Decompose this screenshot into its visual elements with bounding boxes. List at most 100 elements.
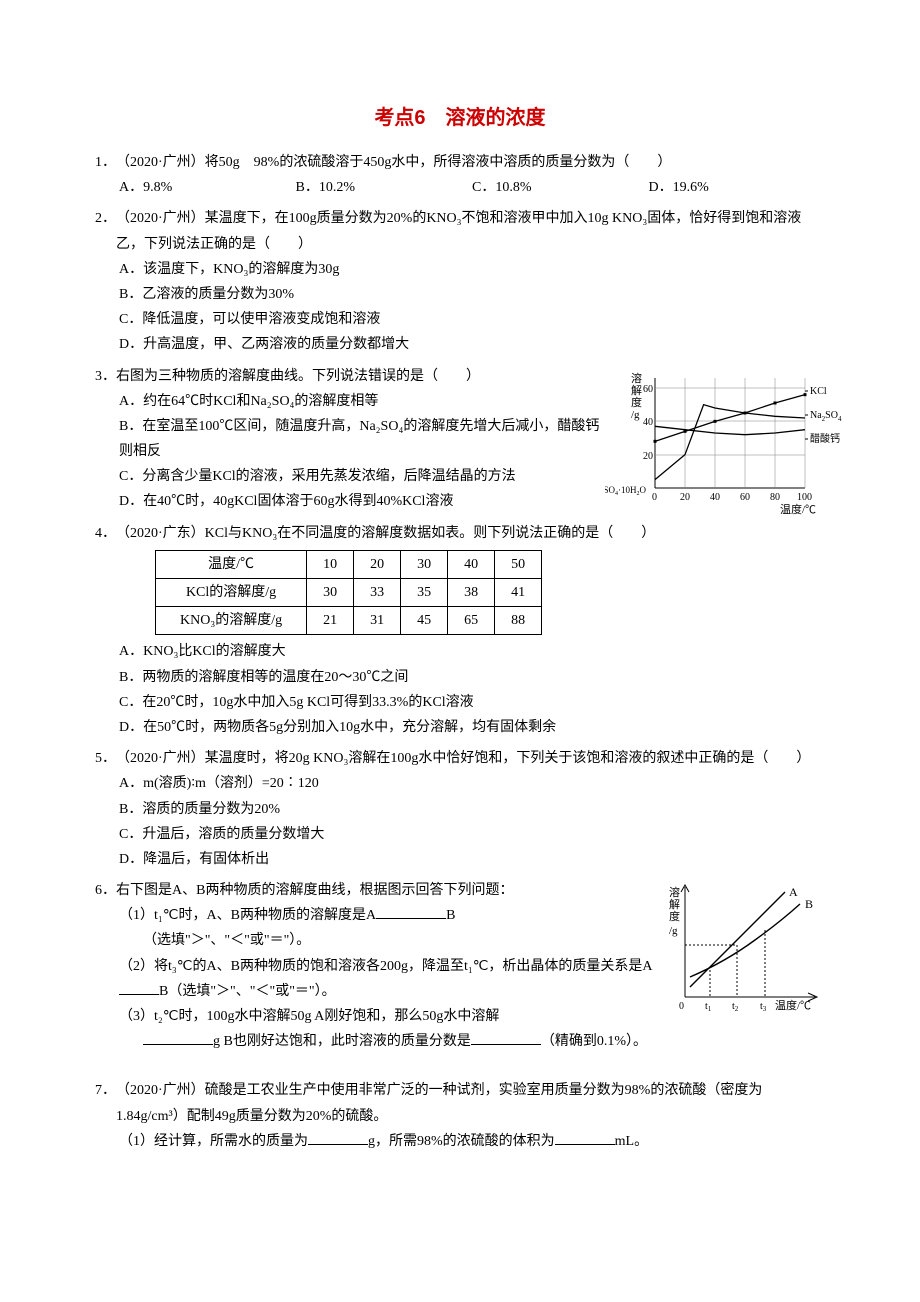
q5-text: （2020·广州）某温度时，将20g KNO₃溶解在100g水中恰好饱和，下列关… xyxy=(116,746,825,771)
table-cell: 40 xyxy=(448,550,495,578)
table-cell: 33 xyxy=(354,579,401,607)
q1-num: 1． xyxy=(95,150,116,175)
q6-num: 6． xyxy=(95,878,116,903)
q6-s1b: B xyxy=(446,908,455,923)
table-cell: KCl的溶解度/g xyxy=(156,579,307,607)
table-cell: 41 xyxy=(495,579,542,607)
q3-opt-a: A．约在64℃时KCl和Na₂SO₄的溶解度相等 xyxy=(95,389,605,414)
q3-solubility-chart: 溶 解 度 /g 60 40 20 0 20 40 60 80 100 温度/℃… xyxy=(605,368,845,518)
q6-curve-a xyxy=(690,892,785,987)
q6-s1a: （1）t₁℃时，A、B两种物质的溶解度是A xyxy=(119,908,376,923)
table-cell: 35 xyxy=(401,579,448,607)
table-cell: 88 xyxy=(495,607,542,635)
q3-ytick-60: 60 xyxy=(643,384,653,395)
q7-text: （2020·广州）硫酸是工农业生产中使用非常广泛的一种试剂，实验室用质量分数为9… xyxy=(116,1078,825,1128)
q3-label-kcl: KCl xyxy=(810,386,827,397)
q6-t1: t1 xyxy=(705,1001,712,1013)
q4-opt-c: C．在20℃时，10g水中加入5g KCl可得到33.3%的KCl溶液 xyxy=(95,690,825,715)
q5-opt-a: A．m(溶质)∶m（溶剂）=20∶120 xyxy=(95,771,825,796)
q6-sub3b: g B也刚好达饱和，此时溶液的质量分数是 （精确到0.1%）。 xyxy=(95,1029,825,1054)
q2-opt-b: B．乙溶液的质量分数为30% xyxy=(95,282,825,307)
q6-zero: 0 xyxy=(679,1001,684,1012)
q6-label-a: A xyxy=(789,885,798,899)
q6-t2: t2 xyxy=(732,1001,739,1013)
question-7: 7． （2020·广州）硫酸是工农业生产中使用非常广泛的一种试剂，实验室用质量分… xyxy=(95,1078,825,1154)
q7-s1a: （1）经计算，所需水的质量为 xyxy=(119,1134,308,1149)
question-3: 溶 解 度 /g 60 40 20 0 20 40 60 80 100 温度/℃… xyxy=(95,364,825,515)
q3-xtick-100: 100 xyxy=(797,492,812,503)
table-cell: 21 xyxy=(307,607,354,635)
q6-s2a: （2）将t₃℃的A、B两种物质的饱和溶液各200g，降温至t₁℃，析出晶体的质量… xyxy=(119,959,653,974)
table-cell: 65 xyxy=(448,607,495,635)
q6-s3c: （精确到0.1%）。 xyxy=(541,1034,647,1049)
q4-opt-d: D．在50℃时，两物质各5g分别加入10g水中，充分溶解，均有固体剩余 xyxy=(95,715,825,740)
q6-s3a: （3）t₂℃时，100g水中溶解50g A刚好饱和，那么50g水中溶解 xyxy=(119,1009,499,1024)
q3-xtick-40: 40 xyxy=(710,492,720,503)
blank xyxy=(471,1031,541,1045)
q7-s1c: mL。 xyxy=(615,1134,648,1149)
q1-opt-a: A．9.8% xyxy=(119,175,296,200)
q6-label-b: B xyxy=(805,897,813,911)
q7-s1b: g，所需98%的浓硫酸的体积为 xyxy=(368,1134,555,1149)
q3-ytick-20: 20 xyxy=(643,451,653,462)
question-6: 溶 解 度 /g A B 0 t1 t2 t3 温度/℃ 6． 右下图是A、B两… xyxy=(95,878,825,1054)
q2-num: 2． xyxy=(95,206,116,256)
table-row: KCl的溶解度/g 30 33 35 38 41 xyxy=(156,579,542,607)
question-2: 2． （2020·广州）某温度下，在100g质量分数为20%的KNO₃不饱和溶液… xyxy=(95,206,825,357)
q6-curve-b xyxy=(690,904,800,977)
q3-label-na2so4: Na2SO4 xyxy=(810,410,842,423)
question-5: 5． （2020·广州）某温度时，将20g KNO₃溶解在100g水中恰好饱和，… xyxy=(95,746,825,872)
table-row: KNO₃的溶解度/g 21 31 45 65 88 xyxy=(156,607,542,635)
q6-ylabel-1: 溶 xyxy=(669,885,680,899)
q3-xtick-20: 20 xyxy=(680,492,690,503)
q2-opt-a: A．该温度下，KNO₃的溶解度为30g xyxy=(95,257,825,282)
q2-opt-d: D．升高温度，甲、乙两溶液的质量分数都增大 xyxy=(95,332,825,357)
table-cell: 10 xyxy=(307,550,354,578)
q6-t3: t3 xyxy=(760,1001,767,1013)
table-cell: 31 xyxy=(354,607,401,635)
q1-opt-b: B．10.2% xyxy=(296,175,473,200)
q6-sub3: （3）t₂℃时，100g水中溶解50g A刚好饱和，那么50g水中溶解 xyxy=(95,1004,665,1029)
q6-xlabel: 温度/℃ xyxy=(775,998,811,1012)
q5-num: 5． xyxy=(95,746,116,771)
q1-text: （2020·广州）将50g 98%的浓硫酸溶于450g水中，所得溶液中溶质的质量… xyxy=(116,150,825,175)
table-cell: KNO₃的溶解度/g xyxy=(156,607,307,635)
table-cell: 50 xyxy=(495,550,542,578)
q6-ylabel-2: 解 xyxy=(669,897,680,911)
q7-sub1: （1）经计算，所需水的质量为 g，所需98%的浓硫酸的体积为 mL。 xyxy=(95,1129,825,1154)
q1-opt-d: D．19.6% xyxy=(649,175,826,200)
q4-opt-a: A．KNO₃比KCl的溶解度大 xyxy=(95,639,825,664)
q3-opt-b: B．在室温至100℃区间，随温度升高，Na₂SO₄的溶解度先增大后减小，醋酸钙则… xyxy=(95,414,605,464)
q3-ylabel-2: 解 xyxy=(631,383,642,397)
q1-opt-c: C．10.8% xyxy=(472,175,649,200)
q2-opt-c: C．降低温度，可以使甲溶液变成饱和溶液 xyxy=(95,307,825,332)
q3-bottom-label: Na2SO4·10H2O xyxy=(605,485,647,497)
q3-xtick-0: 0 xyxy=(652,492,657,503)
q3-ylabel-4: /g xyxy=(631,409,640,421)
table-cell: 45 xyxy=(401,607,448,635)
page-title: 考点6 溶液的浓度 xyxy=(95,100,825,136)
question-4: 4． （2020·广东）KCl与KNO₃在不同温度的溶解度数据如表。则下列说法正… xyxy=(95,521,825,741)
q6-solubility-chart: 溶 解 度 /g A B 0 t1 t2 t3 温度/℃ xyxy=(665,882,825,1022)
q3-ytick-40: 40 xyxy=(643,417,653,428)
q3-xlabel: 温度/℃ xyxy=(780,502,816,516)
table-cell: 30 xyxy=(401,550,448,578)
q4-text: （2020·广东）KCl与KNO₃在不同温度的溶解度数据如表。则下列说法正确的是… xyxy=(116,521,825,546)
table-cell: 温度/℃ xyxy=(156,550,307,578)
q2-text: （2020·广州）某温度下，在100g质量分数为20%的KNO₃不饱和溶液甲中加… xyxy=(116,206,825,256)
q6-s3b: g B也刚好达饱和，此时溶液的质量分数是 xyxy=(213,1034,471,1049)
table-cell: 20 xyxy=(354,550,401,578)
q5-opt-b: B．溶质的质量分数为20% xyxy=(95,797,825,822)
q3-ylabel-3: 度 xyxy=(631,395,642,409)
q5-opt-d: D．降温后，有固体析出 xyxy=(95,847,825,872)
q6-ylabel-3: 度 xyxy=(669,909,680,923)
q3-ylabel-1: 溶 xyxy=(631,371,642,385)
table-cell: 38 xyxy=(448,579,495,607)
q3-label-cacetate: 醋酸钙 xyxy=(810,432,840,445)
q4-opt-b: B．两物质的溶解度相等的温度在20～30℃之间 xyxy=(95,665,825,690)
blank xyxy=(376,905,446,919)
blank xyxy=(143,1031,213,1045)
q3-opt-c: C．分离含少量KCl的溶液，采用先蒸发浓缩，后降温结晶的方法 xyxy=(95,464,605,489)
q4-solubility-table: 温度/℃ 10 20 30 40 50 KCl的溶解度/g 30 33 35 3… xyxy=(155,550,542,636)
blank xyxy=(308,1131,368,1145)
